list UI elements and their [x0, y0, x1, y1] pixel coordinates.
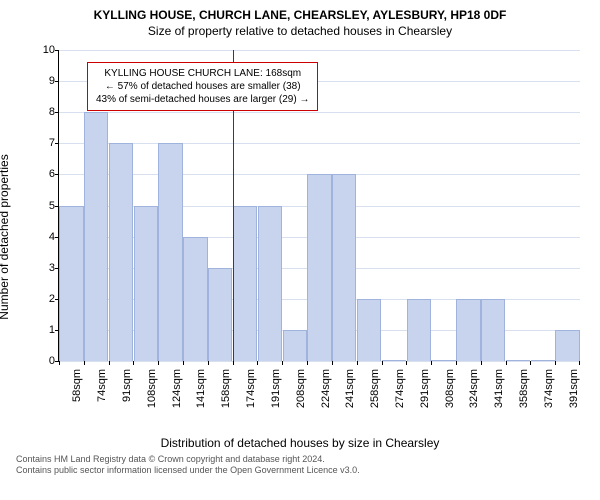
x-tick-mark: [382, 361, 383, 365]
x-tick-mark: [257, 361, 258, 365]
x-tick-mark: [282, 361, 283, 365]
histogram-bar: [109, 143, 133, 361]
chart-title-main: KYLLING HOUSE, CHURCH LANE, CHEARSLEY, A…: [10, 8, 590, 22]
histogram-bar: [332, 174, 356, 361]
info-box: KYLLING HOUSE CHURCH LANE: 168sqm← 57% o…: [87, 62, 318, 111]
x-tick-mark: [506, 361, 507, 365]
histogram-bar: [382, 360, 406, 361]
x-tick-label: 341sqm: [493, 369, 505, 419]
y-tick-label: 10: [31, 44, 55, 56]
info-box-line2: ← 57% of detached houses are smaller (38…: [96, 80, 309, 93]
y-tick-mark: [55, 50, 59, 51]
x-tick-label: 274sqm: [394, 369, 406, 419]
histogram-bar: [456, 299, 480, 361]
x-tick-label: 191sqm: [270, 369, 282, 419]
x-tick-mark: [431, 361, 432, 365]
histogram-bar: [555, 330, 579, 361]
chart-container: KYLLING HOUSE, CHURCH LANE, CHEARSLEY, A…: [0, 0, 600, 500]
y-tick-label: 8: [31, 106, 55, 118]
x-tick-mark: [233, 361, 234, 365]
x-tick-mark: [84, 361, 85, 365]
x-tick-label: 91sqm: [121, 369, 133, 419]
y-tick-label: 9: [31, 75, 55, 87]
gridline: [59, 361, 580, 362]
x-tick-mark: [332, 361, 333, 365]
x-tick-label: 141sqm: [195, 369, 207, 419]
histogram-bar: [283, 330, 307, 361]
x-tick-mark: [406, 361, 407, 365]
histogram-bar: [233, 206, 257, 362]
y-tick-mark: [55, 112, 59, 113]
gridline: [59, 50, 580, 51]
x-tick-label: 358sqm: [518, 369, 530, 419]
y-tick-mark: [55, 174, 59, 175]
y-axis-label: Number of detached properties: [0, 154, 11, 319]
x-tick-label: 374sqm: [543, 369, 555, 419]
histogram-bar: [134, 206, 158, 362]
histogram-bar: [307, 174, 331, 361]
x-tick-label: 241sqm: [344, 369, 356, 419]
x-tick-mark: [357, 361, 358, 365]
footer-line1: Contains HM Land Registry data © Crown c…: [16, 454, 590, 465]
histogram-bar: [208, 268, 232, 361]
y-tick-label: 7: [31, 137, 55, 149]
x-tick-label: 108sqm: [146, 369, 158, 419]
x-tick-label: 224sqm: [320, 369, 332, 419]
gridline: [59, 143, 580, 144]
histogram-bar: [506, 360, 530, 361]
histogram-bar: [531, 360, 555, 361]
histogram-bar: [431, 360, 455, 361]
x-tick-label: 158sqm: [220, 369, 232, 419]
y-tick-label: 0: [31, 355, 55, 367]
x-tick-mark: [456, 361, 457, 365]
y-tick-label: 5: [31, 200, 55, 212]
x-tick-label: 391sqm: [568, 369, 580, 419]
x-tick-mark: [307, 361, 308, 365]
y-tick-mark: [55, 81, 59, 82]
x-tick-label: 208sqm: [295, 369, 307, 419]
x-tick-label: 58sqm: [71, 369, 83, 419]
y-tick-label: 2: [31, 293, 55, 305]
x-tick-label: 124sqm: [171, 369, 183, 419]
x-tick-mark: [208, 361, 209, 365]
footer-attribution: Contains HM Land Registry data © Crown c…: [10, 454, 590, 477]
x-tick-label: 291sqm: [419, 369, 431, 419]
x-tick-label: 74sqm: [96, 369, 108, 419]
y-tick-label: 3: [31, 262, 55, 274]
gridline: [59, 112, 580, 113]
x-tick-label: 324sqm: [468, 369, 480, 419]
y-tick-label: 6: [31, 168, 55, 180]
x-tick-mark: [109, 361, 110, 365]
histogram-bar: [481, 299, 505, 361]
x-tick-label: 308sqm: [444, 369, 456, 419]
chart-title-sub: Size of property relative to detached ho…: [10, 24, 590, 38]
histogram-bar: [59, 206, 83, 362]
histogram-bar: [258, 206, 282, 362]
x-axis-title: Distribution of detached houses by size …: [10, 436, 590, 450]
histogram-bar: [158, 143, 182, 361]
histogram-bar: [357, 299, 381, 361]
y-tick-label: 4: [31, 231, 55, 243]
y-tick-label: 1: [31, 324, 55, 336]
plot-area: 01234567891058sqm74sqm91sqm108sqm124sqm1…: [58, 50, 580, 362]
x-tick-label: 174sqm: [245, 369, 257, 419]
x-tick-mark: [59, 361, 60, 365]
x-tick-mark: [530, 361, 531, 365]
histogram-bar: [407, 299, 431, 361]
x-tick-mark: [555, 361, 556, 365]
chart-wrap: Number of detached properties 0123456789…: [10, 42, 590, 432]
x-tick-mark: [183, 361, 184, 365]
x-tick-mark: [579, 361, 580, 365]
histogram-bar: [84, 112, 108, 361]
histogram-bar: [183, 237, 207, 361]
footer-line2: Contains public sector information licen…: [16, 465, 590, 476]
x-tick-mark: [158, 361, 159, 365]
x-tick-mark: [481, 361, 482, 365]
x-tick-mark: [133, 361, 134, 365]
info-box-line1: KYLLING HOUSE CHURCH LANE: 168sqm: [96, 67, 309, 80]
info-box-line3: 43% of semi-detached houses are larger (…: [96, 93, 309, 106]
y-tick-mark: [55, 143, 59, 144]
x-tick-label: 258sqm: [369, 369, 381, 419]
